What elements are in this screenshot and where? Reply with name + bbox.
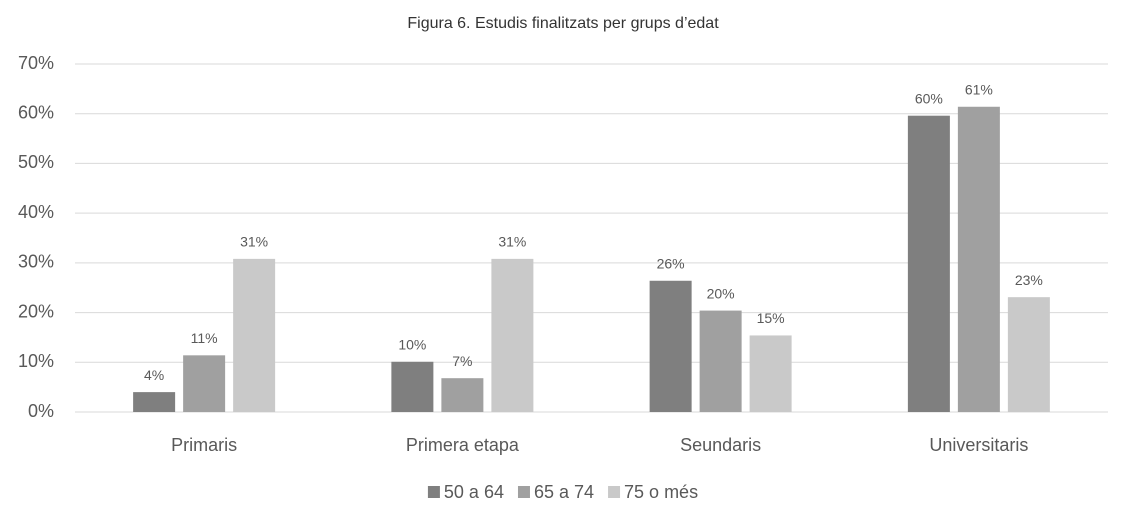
y-tick-label: 70% [18, 53, 54, 73]
bar [907, 115, 950, 413]
x-tick-label: Primera etapa [406, 435, 520, 455]
bar [699, 310, 742, 412]
value-label: 15% [757, 310, 785, 326]
bar [391, 361, 434, 412]
value-label: 11% [191, 330, 218, 346]
y-tick-label: 0% [28, 401, 54, 421]
bar [491, 258, 534, 412]
value-label: 61% [965, 81, 993, 97]
bar [441, 378, 484, 412]
x-tick-label: Universitaris [929, 435, 1028, 455]
value-label: 4% [144, 367, 164, 383]
bar [749, 335, 792, 412]
y-tick-label: 20% [18, 301, 54, 321]
legend-label: 65 a 74 [534, 482, 594, 502]
y-tick-label: 50% [18, 152, 54, 172]
y-tick-label: 30% [18, 252, 54, 272]
legend-swatch [608, 486, 621, 498]
y-tick-label: 10% [18, 351, 54, 371]
y-tick-label: 60% [18, 102, 54, 122]
value-label: 7% [452, 353, 472, 369]
chart-title: Figura 6. Estudis finalitzats per grups … [407, 15, 719, 32]
legend-label: 50 a 64 [444, 482, 504, 502]
value-label: 26% [657, 255, 685, 271]
bar [649, 280, 692, 412]
legend-label: 75 o més [624, 482, 698, 502]
value-label: 10% [398, 336, 426, 352]
bar [957, 106, 1000, 413]
x-tick-label: Primaris [171, 435, 237, 455]
legend-swatch [427, 486, 440, 498]
y-tick-label: 40% [18, 202, 54, 222]
value-label: 60% [915, 90, 943, 106]
value-label: 23% [1015, 272, 1043, 288]
x-tick-label: Seundaris [680, 435, 761, 455]
bar [233, 258, 276, 412]
legend-swatch [517, 486, 530, 498]
bar [183, 355, 226, 412]
value-label: 31% [240, 234, 268, 250]
value-label: 31% [498, 234, 526, 250]
value-label: 20% [707, 285, 735, 301]
bar [133, 392, 176, 412]
bar [1007, 297, 1050, 412]
